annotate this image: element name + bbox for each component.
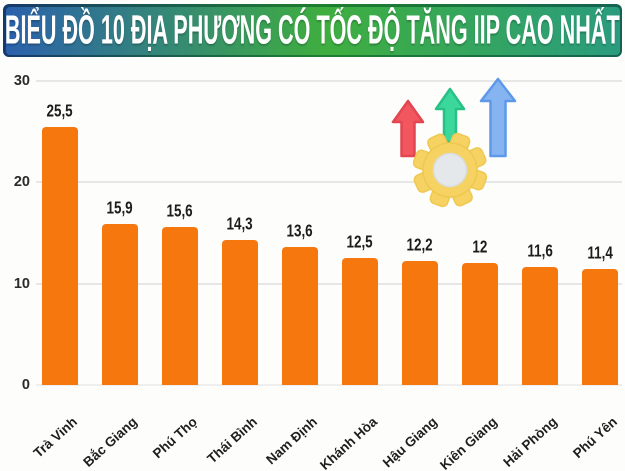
bar-value-text: 15,6 bbox=[166, 202, 194, 221]
bar-value-text: 15,9 bbox=[106, 198, 134, 218]
bar-value-text: 13,6 bbox=[286, 222, 314, 241]
bar-value-label: 12 bbox=[450, 238, 510, 259]
gridline bbox=[36, 384, 622, 386]
bar-value-text: 11,6 bbox=[527, 242, 553, 262]
bar-value-text: 25,5 bbox=[46, 101, 74, 121]
bar-value-label: 11,4 bbox=[570, 245, 625, 265]
y-tick-label: 10 bbox=[13, 275, 30, 292]
bar-value-text: 12,2 bbox=[406, 236, 434, 256]
bar-value-text: 12,5 bbox=[346, 233, 374, 253]
x-category-label: Trà Vinh bbox=[30, 414, 81, 461]
header-banner: BIỂU ĐỒ 10 ĐỊA PHƯƠNG CÓ TỐC ĐỘ TĂNG IIP… bbox=[3, 4, 622, 57]
bar bbox=[342, 258, 378, 385]
y-tick-label: 20 bbox=[13, 174, 30, 191]
bar bbox=[282, 247, 318, 385]
gridline bbox=[36, 80, 622, 82]
bar-value-label: 12,2 bbox=[390, 236, 450, 257]
bar bbox=[162, 226, 198, 385]
page-title: BIỂU ĐỒ 10 ĐỊA PHƯƠNG CÓ TỐC ĐỘ TĂNG IIP… bbox=[5, 7, 620, 53]
bar-value-label: 14,3 bbox=[210, 215, 270, 236]
bar-value-text: 14,3 bbox=[226, 215, 254, 234]
gridline bbox=[36, 282, 622, 285]
bar bbox=[402, 261, 438, 385]
bar bbox=[462, 263, 498, 385]
bar-value-label: 11,6 bbox=[510, 243, 570, 263]
bar-value-text: 11,4 bbox=[587, 244, 613, 264]
bar bbox=[102, 223, 138, 385]
bar-value-label: 12,5 bbox=[330, 233, 390, 254]
y-tick-label: 0 bbox=[21, 377, 30, 393]
header-banner-inner: BIỂU ĐỒ 10 ĐỊA PHƯƠNG CÓ TỐC ĐỘ TĂNG IIP… bbox=[5, 6, 620, 55]
bar-value-text: 12 bbox=[472, 238, 488, 258]
bar bbox=[582, 269, 618, 385]
bar bbox=[222, 240, 258, 385]
bar-value-label: 15,6 bbox=[150, 202, 210, 223]
bar bbox=[42, 126, 78, 385]
bar-value-label: 15,9 bbox=[90, 198, 150, 220]
bar-value-label: 25,5 bbox=[30, 101, 90, 123]
gridline bbox=[36, 181, 622, 184]
bar-value-label: 13,6 bbox=[270, 222, 330, 243]
y-tick-label: 30 bbox=[13, 73, 30, 89]
bar bbox=[522, 267, 558, 385]
